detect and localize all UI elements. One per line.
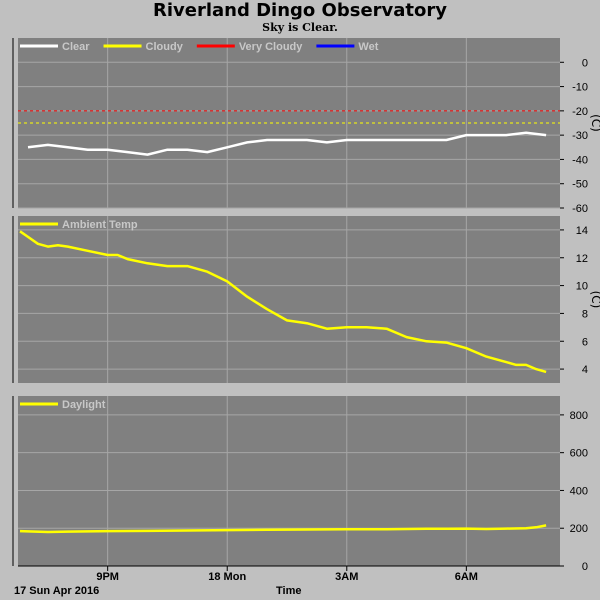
y-tick-label: -40 xyxy=(572,154,588,166)
x-tick-label: 9PM xyxy=(96,571,119,583)
y-tick-label: -50 xyxy=(572,179,588,191)
legend-label: Wet xyxy=(358,41,378,53)
date-label: 17 Sun Apr 2016 xyxy=(14,585,99,597)
series-line xyxy=(19,230,547,374)
legend-label: Cloudy xyxy=(146,41,184,53)
y-tick-label: -60 xyxy=(572,203,588,215)
series-line xyxy=(19,524,547,534)
x-tick-label: 6AM xyxy=(455,571,478,583)
plot-area xyxy=(18,216,560,383)
page-title: Riverland Dingo Observatory xyxy=(152,0,448,21)
time-axis: 9PM 18 Mon 3AM 6AM xyxy=(18,565,560,583)
y-tick-label: -10 xyxy=(572,82,588,94)
x-tick-label: 3AM xyxy=(335,571,358,583)
y-tick-label: 8 xyxy=(582,308,588,320)
legend-label: Very Cloudy xyxy=(239,41,303,53)
y-tick-label: 12 xyxy=(576,253,588,265)
page-subtitle: Sky is Clear. xyxy=(262,21,338,34)
plot-area xyxy=(18,396,560,566)
y-tick-label: 0 xyxy=(582,561,588,573)
y-axis-label: (C) xyxy=(589,291,600,309)
y-axis-label: (C) xyxy=(589,114,600,132)
y-tick-label: -20 xyxy=(572,106,588,118)
legend-label: Clear xyxy=(62,41,90,53)
y-tick-label: 600 xyxy=(570,448,588,460)
y-tick-label: 4 xyxy=(582,364,588,376)
y-tick-label: 14 xyxy=(576,225,588,237)
y-tick-label: 400 xyxy=(570,485,588,497)
y-tick-label: 200 xyxy=(570,523,588,535)
daylight-panel: 800 600 400 200 0 Daylight xyxy=(12,396,588,573)
legend-label: Daylight xyxy=(62,399,106,411)
cloud-panel: 0 -10 -20 -30 -40 -50 -60 (C) Clear Cloudy Very Cl… xyxy=(12,38,600,215)
legend-label: Ambient Temp xyxy=(62,219,138,231)
y-tick-label: -30 xyxy=(572,130,588,142)
y-tick-label: 800 xyxy=(570,410,588,422)
temperature-panel: 14 12 10 8 6 4 (C) Ambient Temp xyxy=(12,216,600,383)
x-tick-label: 18 Mon xyxy=(208,571,246,583)
y-tick-label: 10 xyxy=(576,281,588,293)
series-line xyxy=(27,131,547,156)
y-tick-label: 0 xyxy=(582,57,588,69)
y-tick-label: 6 xyxy=(582,336,588,348)
x-axis-label: Time xyxy=(276,585,301,597)
